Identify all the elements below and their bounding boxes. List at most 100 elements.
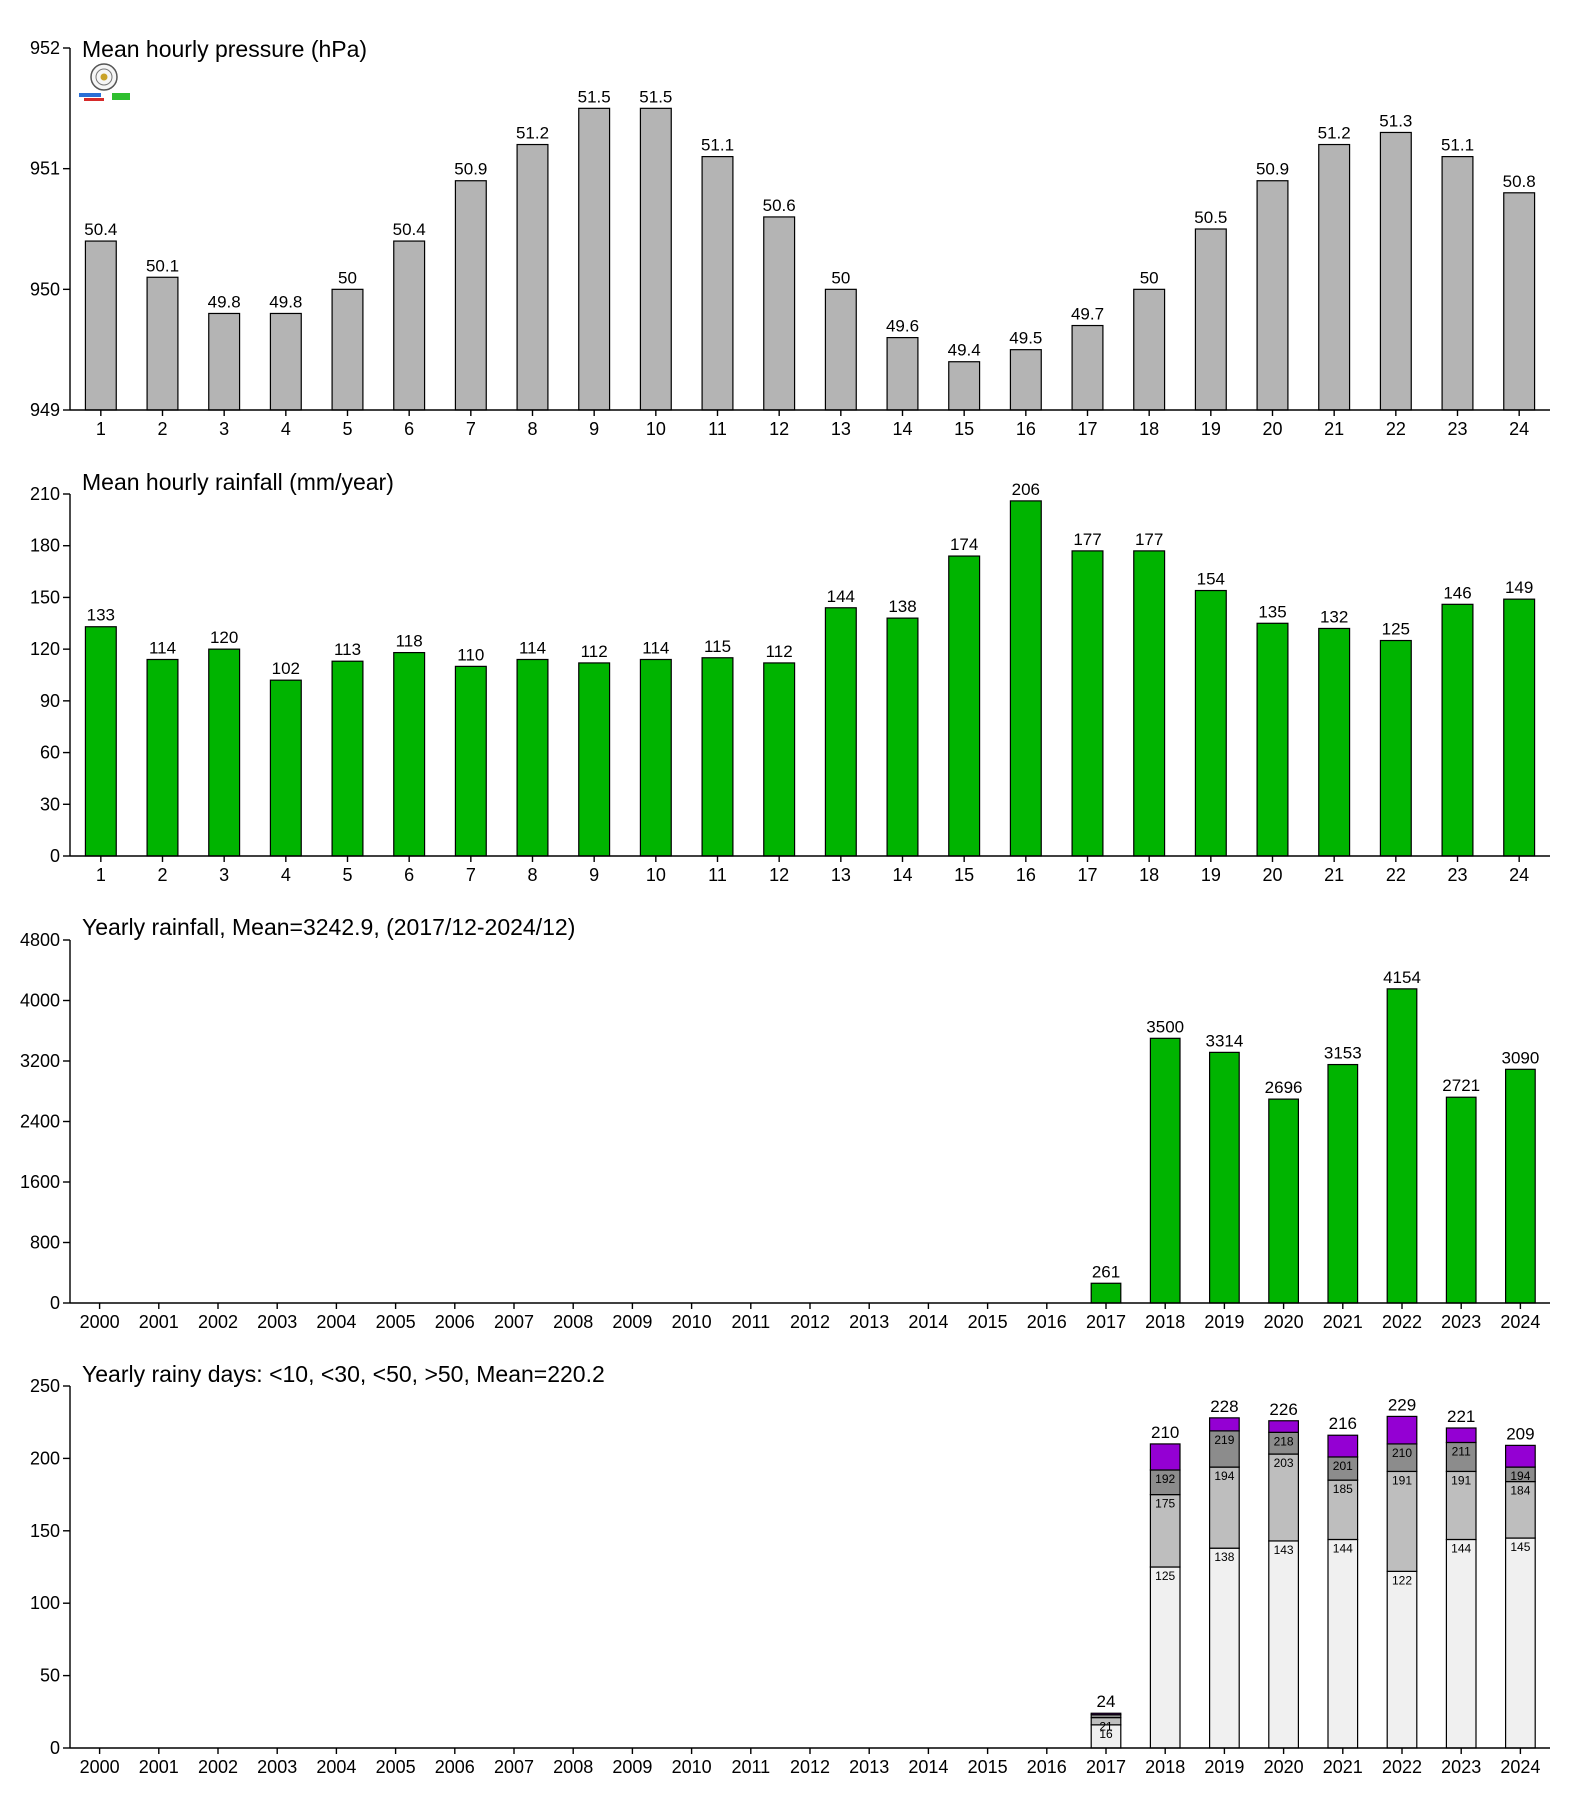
y-tick-label: 180	[30, 536, 60, 556]
chart-panel-pressure: Mean hourly pressure (hPa)50.450.149.8 49…	[30, 36, 1550, 439]
x-tick-label: 4	[281, 419, 291, 439]
data-label: 114	[519, 638, 546, 657]
bar-segment	[1268, 1453, 1300, 1542]
data-label: 50.4	[84, 220, 117, 239]
bar	[454, 180, 487, 411]
data-label: 50.9	[1256, 160, 1289, 179]
data-label: 228	[1210, 1397, 1238, 1416]
bar-segment	[1268, 1540, 1300, 1749]
bar-segment	[1149, 1469, 1181, 1496]
x-tick-label: 2022	[1382, 1757, 1422, 1777]
bar-segment	[1386, 1415, 1418, 1445]
bar	[146, 658, 179, 857]
x-tick-label: 15	[954, 865, 974, 885]
bar	[1327, 1063, 1359, 1304]
x-tick-label: 8	[527, 419, 537, 439]
segment-label: 194	[1214, 1469, 1234, 1483]
x-tick-label: 2023	[1441, 1757, 1481, 1777]
data-label: 216	[1329, 1414, 1357, 1433]
x-tick-label: 4	[281, 865, 291, 885]
segment-label: 194	[1510, 1469, 1530, 1483]
x-tick-label: 2018	[1145, 1312, 1185, 1332]
data-label: 51.3	[1379, 111, 1412, 130]
data-label: 50.6	[763, 196, 796, 215]
segment-label: 218	[1274, 1434, 1294, 1448]
x-tick-label: 11	[708, 865, 727, 885]
data-label: 112	[766, 642, 793, 661]
x-tick-label: 2013	[849, 1312, 889, 1332]
x-tick-label: 12	[769, 865, 789, 885]
x-tick-label: 2003	[257, 1312, 297, 1332]
bar-segment	[1327, 1434, 1359, 1458]
bar	[1133, 550, 1166, 857]
x-tick-label: 2010	[672, 1757, 712, 1777]
bar-segment	[1149, 1493, 1181, 1568]
segment-label: 143	[1274, 1543, 1294, 1557]
weather-lab-logo-icon	[79, 63, 130, 101]
x-tick-label: 24	[1509, 419, 1529, 439]
bar-segment	[1327, 1479, 1359, 1541]
x-tick-label: 2020	[1264, 1312, 1304, 1332]
data-label: 4154	[1383, 968, 1421, 987]
segment-label: 191	[1392, 1473, 1412, 1487]
x-tick-label: 1	[96, 865, 106, 885]
data-label: 24	[1097, 1692, 1116, 1711]
bar	[269, 312, 302, 411]
x-tick-label: 10	[646, 419, 666, 439]
data-label: 133	[87, 606, 115, 625]
x-tick-label: 2015	[968, 1312, 1008, 1332]
x-tick-label: 2004	[316, 1312, 356, 1332]
bar-segment	[1445, 1538, 1477, 1749]
x-tick-label: 7	[466, 865, 476, 885]
bar-segment	[1445, 1441, 1477, 1473]
x-tick-label: 17	[1077, 865, 1097, 885]
bars: 261 3500 3314 2696 3153 4154 2721 3090	[1090, 968, 1539, 1304]
bar	[1318, 143, 1351, 411]
data-label: 3314	[1205, 1031, 1243, 1050]
bar-segment	[1208, 1547, 1240, 1749]
x-tick-label: 2001	[139, 1757, 179, 1777]
segment-label: 122	[1392, 1573, 1412, 1587]
x-tick-label: 2012	[790, 1312, 830, 1332]
segment-label: 21	[1099, 1720, 1113, 1734]
data-label: 49.8	[269, 292, 302, 311]
data-label: 261	[1092, 1262, 1120, 1281]
x-tick-label: 2005	[376, 1312, 416, 1332]
x-tick-label: 9	[589, 419, 599, 439]
x-tick-label: 2006	[435, 1757, 475, 1777]
bar	[1504, 1068, 1536, 1304]
data-label: 210	[1151, 1423, 1179, 1442]
y-tick-label: 952	[30, 38, 60, 58]
y-tick-label: 60	[40, 743, 60, 763]
data-label: 50.8	[1503, 172, 1536, 191]
y-tick-label: 949	[30, 400, 60, 420]
bar-segment	[1149, 1443, 1181, 1471]
x-tick-label: 19	[1201, 419, 1221, 439]
data-label: 229	[1388, 1395, 1416, 1414]
x-tick-label: 19	[1201, 865, 1221, 885]
bar	[208, 648, 241, 857]
bar	[331, 288, 364, 411]
bar	[886, 337, 919, 411]
data-label: 110	[457, 645, 484, 664]
x-tick-label: 5	[342, 865, 352, 885]
data-label: 206	[1012, 480, 1040, 499]
x-tick-label: 22	[1386, 419, 1406, 439]
segment-label: 138	[1214, 1550, 1234, 1564]
x-tick-label: 2024	[1500, 1312, 1540, 1332]
bar	[824, 607, 857, 857]
chart-title: Yearly rainy days: <10, <30, <50, >50, M…	[82, 1361, 605, 1387]
data-label: 50.9	[454, 160, 487, 179]
bar	[1503, 192, 1536, 411]
data-label: 51.5	[578, 87, 611, 106]
x-tick-label: 2021	[1323, 1757, 1363, 1777]
x-tick-label: 23	[1447, 865, 1467, 885]
segment-label: 191	[1451, 1473, 1471, 1487]
data-label: 118	[396, 632, 423, 651]
x-tick-label: 16	[1016, 419, 1036, 439]
data-label: 50.1	[146, 256, 179, 275]
chart-title: Mean hourly rainfall (mm/year)	[82, 469, 394, 495]
bar	[84, 240, 117, 411]
x-tick-label: 6	[404, 419, 414, 439]
x-tick-label: 2007	[494, 1312, 534, 1332]
